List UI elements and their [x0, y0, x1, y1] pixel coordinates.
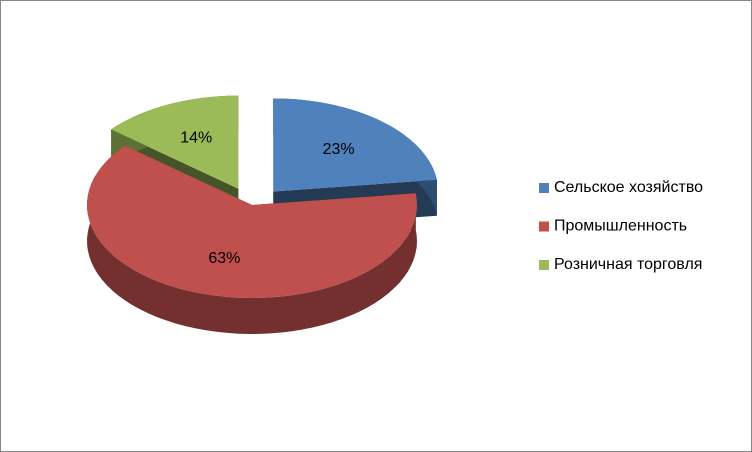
slice — [111, 95, 239, 189]
data-label: 23% — [323, 141, 355, 158]
slice-side — [87, 145, 417, 334]
legend-swatch — [539, 183, 549, 193]
legend-label: Розничная торговля — [554, 256, 702, 273]
slice — [87, 145, 417, 298]
legend-swatch — [539, 221, 549, 232]
legend-label: Сельское хозяйство — [554, 179, 703, 196]
data-label: 63% — [208, 250, 240, 267]
legend-label: Промышленность — [554, 218, 687, 235]
data-label: 14% — [180, 129, 212, 146]
legend-swatch — [539, 260, 549, 270]
slice — [273, 98, 437, 192]
